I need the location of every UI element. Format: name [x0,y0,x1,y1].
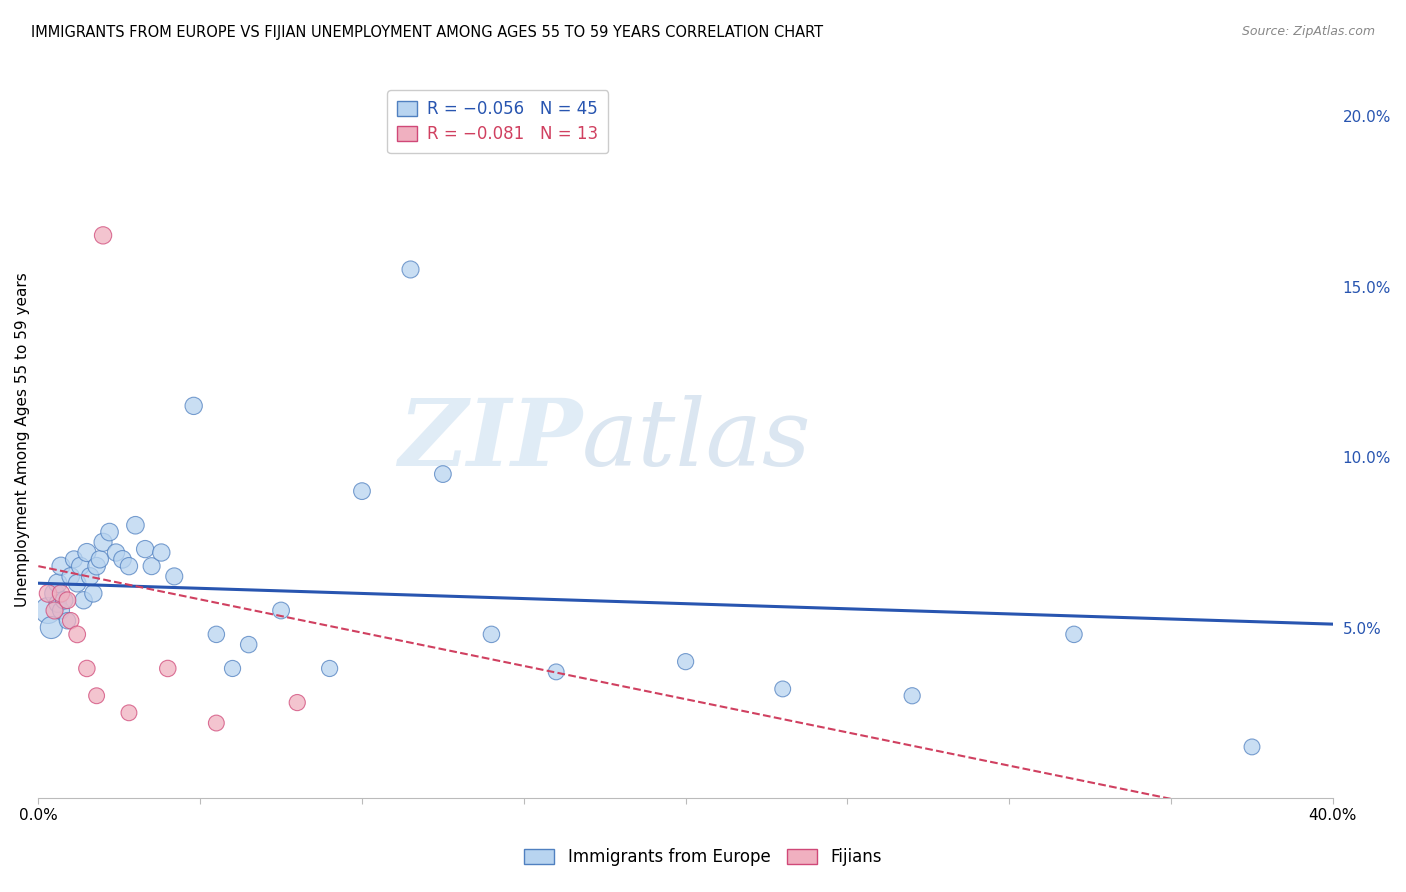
Point [76,545,98,559]
Point [49,603,72,617]
Point [76,661,98,675]
Point [79,569,101,583]
Point [59,569,82,583]
Point [66,576,89,591]
Point [156,661,179,675]
Point [82,586,104,600]
Point [91,228,114,243]
Point [163,569,186,583]
Point [205,627,228,641]
Point [98,524,121,539]
Point [1063,627,1085,641]
Point [72,593,94,607]
Point [772,681,794,696]
Point [44,586,66,600]
Point [270,603,292,617]
Point [118,706,141,720]
Point [1240,739,1263,754]
Point [221,661,243,675]
Y-axis label: Unemployment Among Ages 55 to 59 years: Unemployment Among Ages 55 to 59 years [15,273,30,607]
Point [481,627,503,641]
Point [205,716,228,731]
Point [86,689,108,703]
Legend: R = −0.056   N = 45, R = −0.081   N = 13: R = −0.056 N = 45, R = −0.081 N = 13 [387,90,609,153]
Text: IMMIGRANTS FROM EUROPE VS FIJIAN UNEMPLOYMENT AMONG AGES 55 TO 59 YEARS CORRELAT: IMMIGRANTS FROM EUROPE VS FIJIAN UNEMPLO… [31,25,823,40]
Point [111,552,134,566]
Text: ZIP: ZIP [398,395,582,485]
Point [56,593,79,607]
Text: Source: ZipAtlas.com: Source: ZipAtlas.com [1241,25,1375,38]
Point [105,545,128,559]
Point [37,603,59,617]
Point [46,597,69,611]
Point [37,586,59,600]
Legend: Immigrants from Europe, Fijians: Immigrants from Europe, Fijians [517,842,889,873]
Point [63,552,86,566]
Point [901,689,924,703]
Point [56,614,79,628]
Point [399,262,422,277]
Point [49,586,72,600]
Point [432,467,454,481]
Point [69,559,91,574]
Point [546,665,568,679]
Text: atlas: atlas [582,395,811,485]
Point [285,696,308,710]
Point [46,576,69,591]
Point [134,542,156,557]
Point [39,621,62,635]
Point [124,518,146,533]
Point [49,559,72,574]
Point [141,559,163,574]
Point [118,559,141,574]
Point [318,661,340,675]
Point [86,559,108,574]
Point [59,614,82,628]
Point [150,545,173,559]
Point [66,627,89,641]
Point [350,484,373,499]
Point [89,552,111,566]
Point [183,399,205,413]
Point [44,603,66,617]
Point [675,655,697,669]
Point [53,593,76,607]
Point [91,535,114,549]
Point [238,638,260,652]
